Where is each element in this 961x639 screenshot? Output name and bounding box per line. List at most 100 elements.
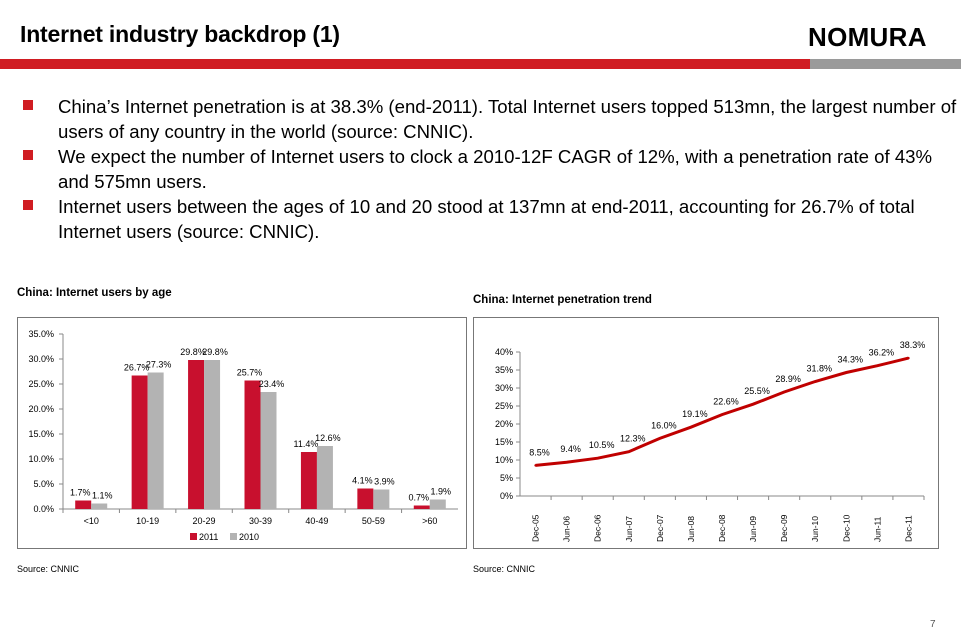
data-point xyxy=(751,403,755,406)
bar-data-label: 4.1% xyxy=(352,476,373,486)
bullet-text: We expect the number of Internet users t… xyxy=(58,146,933,192)
line-data-label: 31.8% xyxy=(806,364,832,374)
bar-2010 xyxy=(316,446,333,509)
x-tick-label: Dec-10 xyxy=(841,514,851,542)
bar-data-label: 12.6% xyxy=(315,433,341,443)
y-tick-label: 20% xyxy=(495,419,513,429)
y-tick-label: 15.0% xyxy=(28,429,54,439)
data-point xyxy=(782,390,786,394)
line-data-label: 25.5% xyxy=(744,386,770,396)
red-square-bullet-icon xyxy=(23,200,33,210)
bullet-list: China’s Internet penetration is at 38.3%… xyxy=(22,94,957,244)
bar-2011 xyxy=(131,375,148,509)
bar-2010 xyxy=(91,503,108,509)
bar-data-label: 23.4% xyxy=(259,379,285,389)
legend-swatch-2011 xyxy=(190,533,197,540)
data-point xyxy=(627,450,630,453)
x-tick-label: >60 xyxy=(422,516,437,526)
bar-2011 xyxy=(75,500,92,509)
data-point xyxy=(565,460,568,464)
bar-data-label: 1.9% xyxy=(431,487,452,497)
y-tick-label: 35.0% xyxy=(28,329,54,339)
bar-2011 xyxy=(413,505,430,509)
bar-2010 xyxy=(429,499,446,509)
x-tick-label: Jun-06 xyxy=(562,516,572,542)
y-tick-label: 10.0% xyxy=(28,454,54,464)
x-tick-label: Dec-07 xyxy=(655,514,665,542)
page-number: 7 xyxy=(930,619,936,630)
penetration-chart-frame: 0% 5% 10% 15% 20% 25% 30% 35% 40% Dec-05 Jun-06 Dec… xyxy=(473,317,939,549)
x-tick-label: 40-49 xyxy=(305,516,328,526)
y-tick-label: 5% xyxy=(500,473,513,483)
x-tick-label: Dec-08 xyxy=(717,514,727,542)
line-data-label: 8.5% xyxy=(529,447,550,457)
y-tick-label: 30% xyxy=(495,383,513,393)
penetration-chart-title: China: Internet penetration trend xyxy=(473,294,652,306)
bullet-text: China’s Internet penetration is at 38.3%… xyxy=(58,96,957,142)
bar-2011 xyxy=(300,452,317,509)
header-rule-red xyxy=(0,59,810,69)
slide-title: Internet industry backdrop (1) xyxy=(20,21,340,47)
bar-2011 xyxy=(244,380,261,509)
y-tick-label: 20.0% xyxy=(28,404,54,414)
bullet-item: China’s Internet penetration is at 38.3%… xyxy=(22,94,957,144)
y-tick-label: 25.0% xyxy=(28,379,54,389)
bar-data-label: 0.7% xyxy=(409,493,430,503)
bar-2010 xyxy=(204,360,221,509)
bullet-item: We expect the number of Internet users t… xyxy=(22,144,957,194)
line-data-label: 16.0% xyxy=(651,420,677,430)
bar-2010 xyxy=(260,392,277,509)
x-tick-label: Jun-10 xyxy=(810,516,820,542)
penetration-line-chart: 0% 5% 10% 15% 20% 25% 30% 35% 40% Dec-05 Jun-06 Dec… xyxy=(495,340,925,542)
data-point xyxy=(534,464,537,467)
bar-2010 xyxy=(147,372,164,509)
legend-swatch-2010 xyxy=(230,533,237,540)
x-tick-label: 20-29 xyxy=(193,516,216,526)
age-chart-title: China: Internet users by age xyxy=(17,287,172,299)
data-point xyxy=(845,371,848,374)
x-tick-label: Jun-08 xyxy=(686,516,696,542)
bar-2011 xyxy=(357,488,374,509)
bullet-item: Internet users between the ages of 10 an… xyxy=(22,194,957,244)
x-tick-label: Jun-11 xyxy=(872,516,882,542)
line-data-label: 36.2% xyxy=(869,348,895,358)
data-point xyxy=(720,413,724,416)
x-tick-label: Dec-06 xyxy=(593,514,603,542)
line-data-label: 19.1% xyxy=(682,409,708,419)
bar-data-label: 27.3% xyxy=(146,360,172,370)
bullet-text: Internet users between the ages of 10 an… xyxy=(58,196,915,242)
line-data-label: 34.3% xyxy=(838,355,864,365)
bar-2011 xyxy=(188,360,205,509)
header-rule-grey xyxy=(810,59,961,69)
y-tick-label: 0% xyxy=(500,491,513,501)
bar-data-label: 11.4% xyxy=(293,439,318,449)
bar-data-label: 29.8% xyxy=(180,347,206,357)
line-data-label: 10.5% xyxy=(589,440,615,450)
data-point xyxy=(689,426,693,429)
line-data-label: 28.9% xyxy=(775,374,801,384)
red-square-bullet-icon xyxy=(23,150,33,160)
line-data-label: 22.6% xyxy=(713,397,739,407)
nomura-logo: NOMURA xyxy=(808,22,927,52)
x-tick-label: 30-39 xyxy=(249,516,272,526)
data-point xyxy=(596,457,599,460)
y-tick-label: 5.0% xyxy=(33,479,54,489)
age-chart-source: Source: CNNIC xyxy=(17,564,80,574)
x-tick-label: <10 xyxy=(84,516,99,526)
x-tick-label: Jun-09 xyxy=(748,516,758,542)
x-tick-label: 10-19 xyxy=(136,516,159,526)
y-tick-label: 25% xyxy=(495,401,513,411)
x-tick-label: Dec-09 xyxy=(779,514,789,542)
x-tick-label: 50-59 xyxy=(362,516,385,526)
y-tick-label: 0.0% xyxy=(33,504,54,514)
x-tick-label: Jun-07 xyxy=(624,516,634,542)
y-tick-label: 15% xyxy=(495,437,513,447)
bar-data-label: 1.7% xyxy=(70,488,91,498)
bar-data-label: 29.8% xyxy=(202,347,228,357)
data-point xyxy=(907,356,910,360)
bar-data-label: 26.7% xyxy=(124,363,150,373)
data-point xyxy=(658,437,662,440)
bar-data-label: 1.1% xyxy=(92,491,113,501)
data-point xyxy=(876,364,879,367)
age-bar-chart: 0.0% 5.0% 10.0% 15.0% 20.0% 25.0% 30.0% 35.0% <1… xyxy=(28,329,458,542)
